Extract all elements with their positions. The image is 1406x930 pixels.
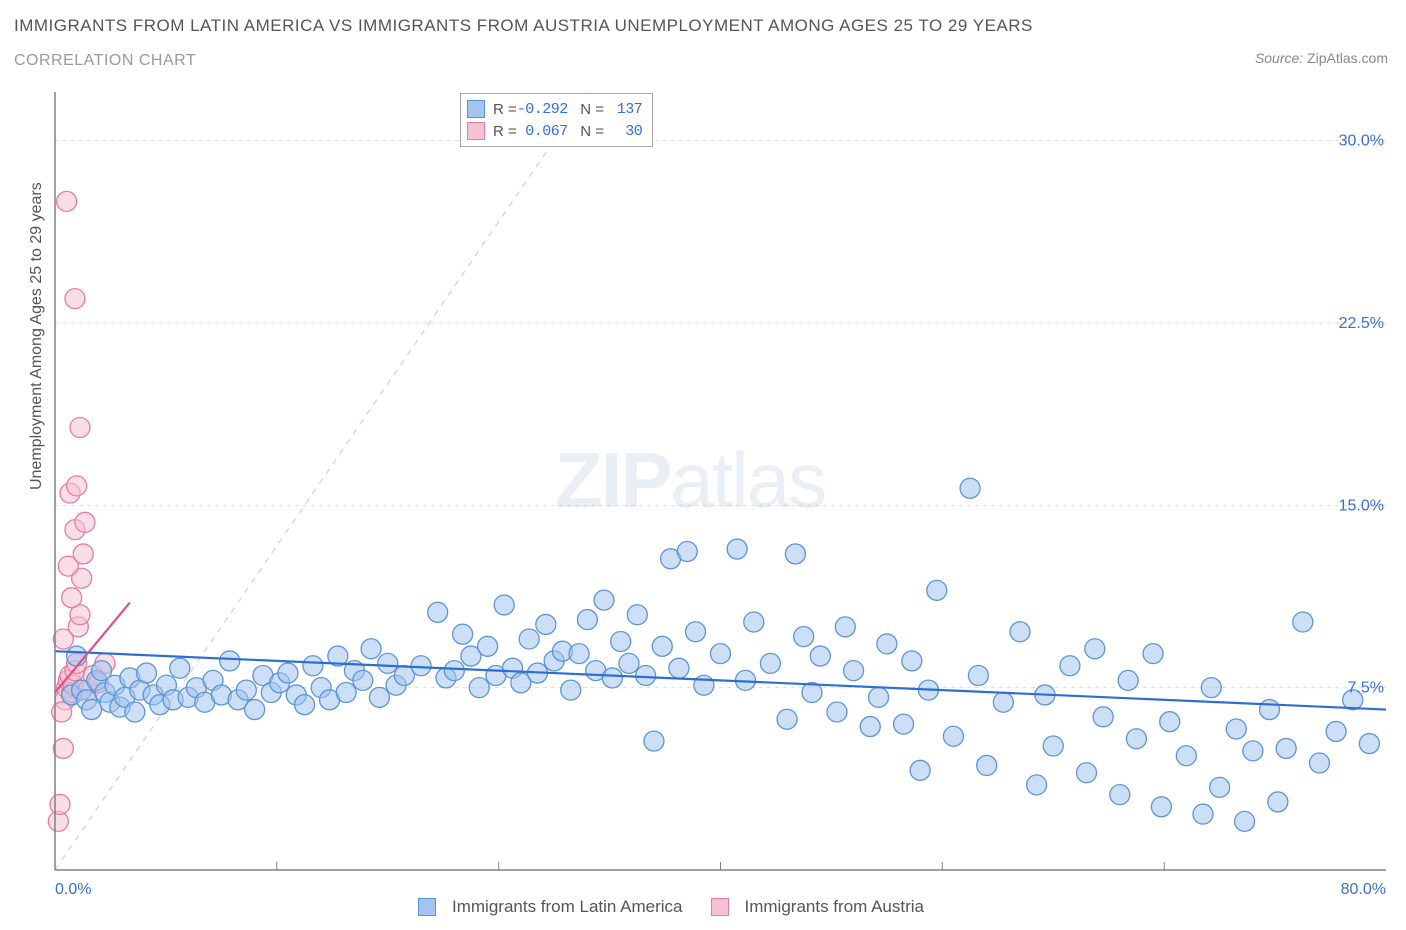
legend-swatch-series2	[467, 122, 485, 140]
svg-text:15.0%: 15.0%	[1339, 497, 1384, 514]
legend-row-series1: R = -0.292 N = 137	[467, 98, 642, 120]
n-value-series2: 30	[608, 123, 642, 140]
series-legend: Immigrants from Latin America Immigrants…	[418, 897, 924, 917]
legend-label-series2: Immigrants from Austria	[745, 897, 925, 917]
svg-text:0.0%: 0.0%	[55, 881, 91, 898]
svg-text:7.5%: 7.5%	[1348, 680, 1384, 697]
legend-row-series2: R = 0.067 N = 30	[467, 120, 642, 142]
legend-label-series1: Immigrants from Latin America	[452, 897, 683, 917]
r-value-series1: -0.292	[517, 101, 568, 118]
watermark: ZIPatlas	[555, 435, 825, 526]
correlation-legend: R = -0.292 N = 137 R = 0.067 N = 30	[460, 93, 653, 147]
r-value-series2: 0.067	[517, 123, 568, 140]
legend-swatch-series1	[467, 100, 485, 118]
watermark-zip: ZIP	[555, 436, 670, 524]
svg-text:22.5%: 22.5%	[1339, 315, 1384, 332]
svg-text:80.0%: 80.0%	[1341, 881, 1386, 898]
legend-item-series2: Immigrants from Austria	[711, 897, 925, 917]
legend-item-series1: Immigrants from Latin America	[418, 897, 683, 917]
watermark-atlas: atlas	[670, 436, 825, 524]
legend-swatch-series1	[418, 898, 436, 916]
n-label: N =	[568, 123, 608, 140]
n-label: N =	[568, 101, 608, 118]
r-label: R =	[493, 123, 517, 140]
n-value-series1: 137	[608, 101, 642, 118]
y-axis-label: Unemployment Among Ages 25 to 29 years	[28, 182, 46, 490]
legend-swatch-series2	[711, 898, 729, 916]
svg-text:30.0%: 30.0%	[1339, 133, 1384, 150]
r-label: R =	[493, 101, 517, 118]
